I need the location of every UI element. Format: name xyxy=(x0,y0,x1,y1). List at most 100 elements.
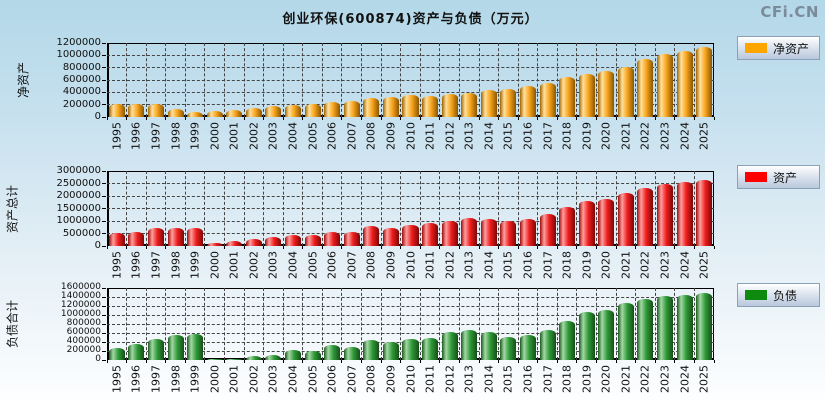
v-gridline xyxy=(400,288,402,360)
bar-total-assets-1998 xyxy=(167,227,184,246)
v-gridline xyxy=(361,288,363,360)
y-tick-mark xyxy=(102,183,106,184)
v-gridline xyxy=(204,43,206,117)
bar-total-liabilities-2011 xyxy=(422,337,439,360)
bar-net-assets-2006 xyxy=(324,102,341,117)
bar-total-liabilities-2012 xyxy=(441,331,458,360)
bar-total-assets-1999 xyxy=(187,227,204,246)
bar-net-assets-2017 xyxy=(539,83,556,117)
y-tick-mark xyxy=(102,220,106,222)
bar-total-liabilities-2015 xyxy=(500,336,517,360)
x-tick-label: 2010 xyxy=(404,251,417,279)
bar-net-assets-2015 xyxy=(500,89,517,117)
v-gridline xyxy=(654,288,656,360)
x-tick-mark xyxy=(635,360,637,363)
y-tick-mark xyxy=(102,332,106,334)
y-tick-label: 1000000 xyxy=(56,49,101,61)
bar-total-assets-2013 xyxy=(461,218,478,246)
x-tick-label: 2022 xyxy=(638,251,652,279)
x-tick-label: 2025 xyxy=(697,251,711,279)
x-tick-label: 2018 xyxy=(560,365,574,393)
x-tick-mark xyxy=(439,360,441,363)
x-tick-mark xyxy=(302,117,304,120)
x-tick-label: 2013 xyxy=(462,365,476,393)
v-gridline xyxy=(458,171,460,246)
v-gridline xyxy=(165,288,167,360)
x-tick-label: 2012 xyxy=(443,365,457,393)
x-tick-mark xyxy=(321,360,323,363)
bar-total-assets-2000 xyxy=(206,242,223,246)
y-tick-label: 0 xyxy=(95,354,101,364)
bar-total-liabilities-2008 xyxy=(363,339,380,360)
x-tick-label: 2021 xyxy=(619,365,633,393)
v-gridline xyxy=(556,43,558,117)
y-axis-title-net-assets: 净资产 xyxy=(16,61,31,99)
y-tick-label: 400000 xyxy=(62,86,101,98)
x-tick-mark xyxy=(537,117,539,120)
x-tick-mark xyxy=(361,360,363,363)
v-gridline xyxy=(635,43,637,117)
x-tick-label: 2002 xyxy=(247,365,261,393)
x-tick-label: 2007 xyxy=(345,365,359,393)
x-tick-mark xyxy=(517,246,519,249)
x-tick-mark xyxy=(165,360,167,363)
bar-net-assets-2024 xyxy=(676,50,693,117)
legend-net-assets: 净资产 xyxy=(737,36,820,60)
x-tick-mark xyxy=(243,246,245,249)
v-gridline xyxy=(243,43,245,117)
bar-net-assets-1995 xyxy=(108,104,125,117)
bar-total-liabilities-1998 xyxy=(167,335,184,360)
x-tick-label: 1996 xyxy=(129,251,143,279)
legend-label-net-assets: 净资产 xyxy=(773,41,810,56)
x-tick-label: 2025 xyxy=(697,365,711,393)
y-tick-label: 1000000 xyxy=(56,215,101,226)
bar-total-liabilities-2004 xyxy=(284,349,302,360)
bar-total-liabilities-2024 xyxy=(676,294,693,360)
x-tick-mark xyxy=(693,360,695,363)
bar-net-assets-1997 xyxy=(147,103,164,117)
legend-label-total-liabilities: 负债 xyxy=(773,288,798,303)
v-gridline xyxy=(596,171,598,246)
x-tick-mark xyxy=(341,117,343,120)
x-tick-mark xyxy=(341,246,343,249)
bar-net-assets-2004 xyxy=(284,105,302,117)
v-gridline xyxy=(145,171,147,246)
y-tick-mark xyxy=(102,104,106,106)
y-tick-label: 1200000 xyxy=(60,300,101,310)
bar-total-assets-2003 xyxy=(265,237,282,246)
x-tick-mark xyxy=(302,246,304,249)
bar-total-liabilities-2002 xyxy=(245,355,262,360)
y-tick-label: 200000 xyxy=(62,98,101,110)
y-tick-label: 200000 xyxy=(66,345,101,355)
x-tick-mark xyxy=(419,117,421,120)
x-tick-mark xyxy=(654,117,656,120)
x-tick-mark xyxy=(302,360,304,363)
bar-net-assets-2020 xyxy=(598,70,615,117)
x-tick-mark xyxy=(439,246,441,249)
h-gridline xyxy=(107,332,714,334)
bar-net-assets-2012 xyxy=(441,94,458,117)
v-gridline xyxy=(204,171,206,246)
bar-total-assets-1997 xyxy=(147,228,164,246)
x-tick-mark xyxy=(498,246,500,249)
h-gridline xyxy=(107,314,714,316)
x-tick-label: 1995 xyxy=(110,365,124,393)
bar-net-assets-2007 xyxy=(343,100,360,117)
x-tick-mark xyxy=(282,246,284,249)
cfi-logo: CFi.CN xyxy=(760,3,819,21)
x-tick-label: 2013 xyxy=(462,251,476,279)
bar-total-liabilities-1996 xyxy=(128,344,145,360)
x-tick-mark xyxy=(654,246,656,249)
y-tick-mark xyxy=(102,287,106,289)
x-tick-mark xyxy=(713,360,715,363)
h-gridline xyxy=(107,183,714,184)
v-gridline xyxy=(654,43,656,117)
x-tick-mark xyxy=(106,117,108,120)
x-tick-mark xyxy=(204,360,206,363)
x-tick-mark xyxy=(282,117,284,120)
v-gridline xyxy=(537,288,539,360)
bar-net-assets-2010 xyxy=(402,95,419,117)
v-gridline xyxy=(439,43,441,117)
y-tick-label: 1000000 xyxy=(60,309,101,319)
x-tick-mark xyxy=(263,246,265,249)
